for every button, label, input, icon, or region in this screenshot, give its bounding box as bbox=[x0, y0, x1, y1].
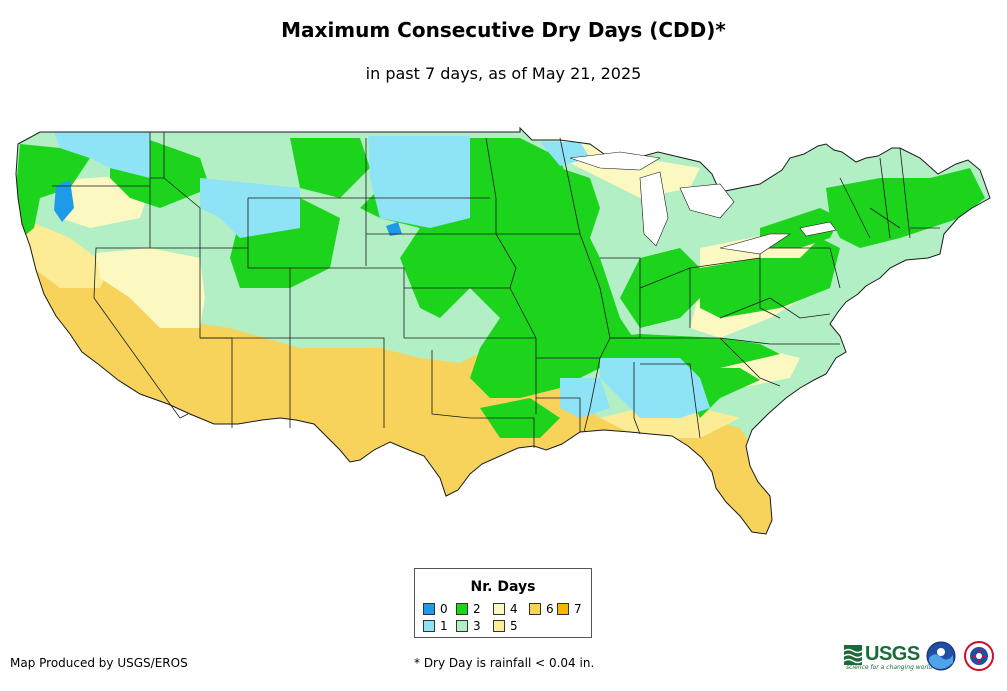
usgs-logo-text: USGS bbox=[865, 643, 920, 665]
usgs-tagline: science for a changing world bbox=[846, 664, 933, 671]
map-title: Maximum Consecutive Dry Days (CDD)* bbox=[281, 18, 726, 42]
legend-title: Nr. Days bbox=[470, 579, 536, 595]
us-dry-days-map bbox=[15, 127, 991, 535]
noaa-logo-icon bbox=[926, 641, 956, 671]
legend-swatch-1 bbox=[423, 620, 435, 632]
legend-swatch-7 bbox=[557, 603, 569, 615]
legend: Nr. Days 0 1 2 3 4 5 6 7 bbox=[414, 568, 592, 638]
legend-item-5: 5 bbox=[493, 619, 518, 633]
legend-item-7: 7 bbox=[557, 602, 582, 616]
usgs-wave-icon bbox=[844, 644, 862, 665]
legend-swatch-3 bbox=[456, 620, 468, 632]
legend-swatch-5 bbox=[493, 620, 505, 632]
legend-item-3: 3 bbox=[456, 619, 481, 633]
nws-logo-icon bbox=[964, 641, 994, 671]
legend-item-6: 6 bbox=[529, 602, 554, 616]
legend-item-0: 0 bbox=[423, 602, 448, 616]
footnote-text: * Dry Day is rainfall < 0.04 in. bbox=[414, 656, 595, 670]
legend-item-4: 4 bbox=[493, 602, 518, 616]
legend-item-2: 2 bbox=[456, 602, 481, 616]
legend-swatch-4 bbox=[493, 603, 505, 615]
legend-swatch-0 bbox=[423, 603, 435, 615]
credit-text: Map Produced by USGS/EROS bbox=[10, 656, 188, 670]
legend-item-1: 1 bbox=[423, 619, 448, 633]
legend-swatch-6 bbox=[529, 603, 541, 615]
legend-swatch-2 bbox=[456, 603, 468, 615]
usgs-logo: USGS bbox=[844, 643, 920, 666]
map-subtitle: in past 7 days, as of May 21, 2025 bbox=[365, 64, 642, 83]
